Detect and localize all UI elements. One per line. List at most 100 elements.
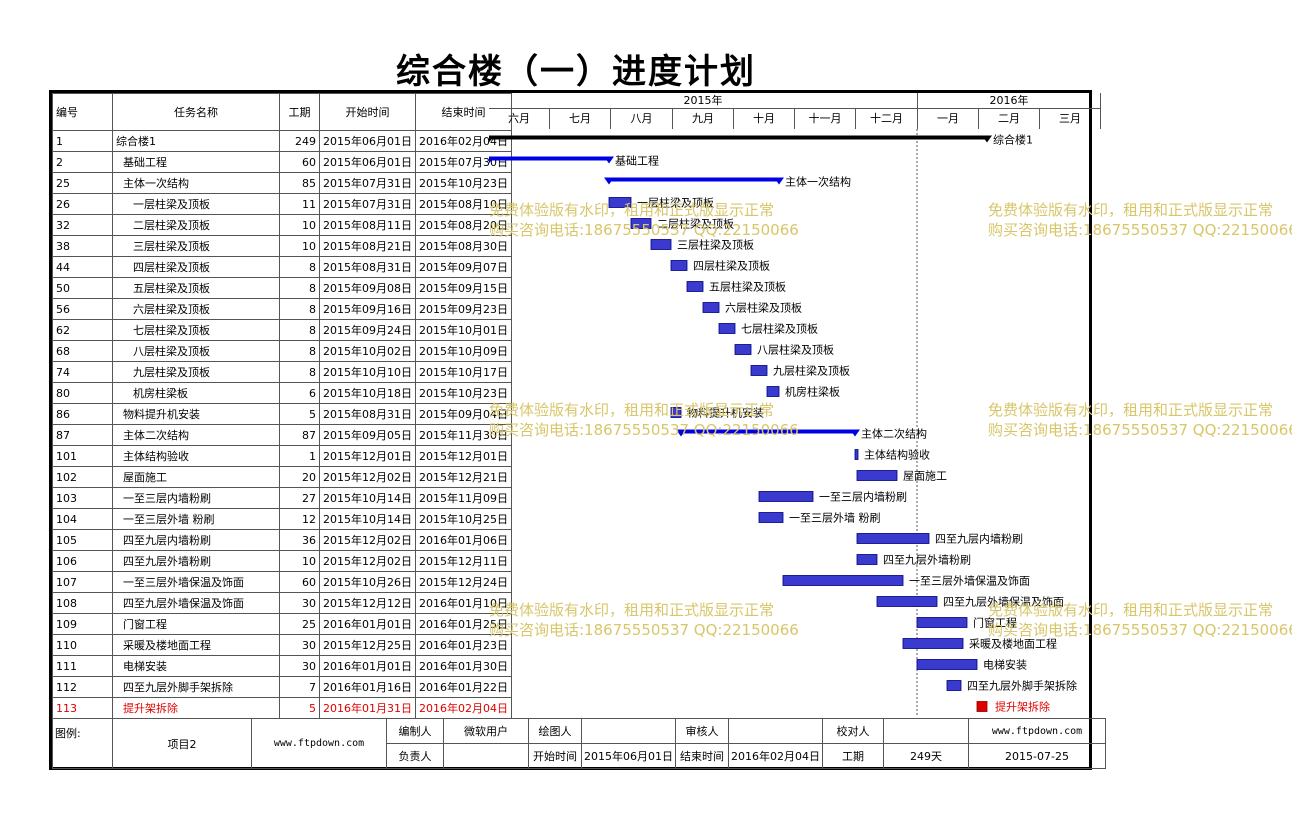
- task-table: 编号 任务名称 工期 开始时间 结束时间 1 综合楼1 249 2015年06月01日…: [52, 93, 512, 719]
- month-label: 六月: [489, 109, 550, 129]
- task-bar-label: 电梯安装: [983, 658, 1027, 672]
- task-duration: 36: [279, 529, 320, 551]
- task-bar-label: 七层柱梁及顶板: [741, 322, 818, 336]
- task-end: 2016年01月23日: [415, 634, 512, 656]
- task-start: 2015年06月01日: [319, 130, 416, 152]
- task-name: 机房柱梁板: [112, 382, 280, 404]
- task-bar: [686, 281, 704, 292]
- table-row: 102 屋面施工 20 2015年12月02日 2015年12月21日: [52, 466, 512, 488]
- task-start: 2015年12月02日: [319, 466, 416, 488]
- task-name: 一至三层外墙保温及饰面: [112, 571, 280, 593]
- task-id: 112: [52, 676, 113, 698]
- task-start: 2015年07月31日: [319, 193, 416, 215]
- task-start: 2015年12月12日: [319, 592, 416, 614]
- task-name: 综合楼1: [112, 130, 280, 152]
- summary-bar: [489, 135, 987, 140]
- task-duration: 20: [279, 466, 320, 488]
- task-duration: 12: [279, 508, 320, 530]
- task-bar: [916, 617, 968, 628]
- task-bar-label: 三层柱梁及顶板: [677, 238, 754, 252]
- editor-value: 微软用户: [443, 718, 529, 744]
- summary-start-cap: [489, 135, 494, 143]
- task-id: 106: [52, 550, 113, 572]
- task-start: 2016年01月01日: [319, 655, 416, 677]
- summary-start-cap: [489, 156, 494, 164]
- table-row: 56 六层柱梁及顶板 8 2015年09月16日 2015年09月23日: [52, 298, 512, 320]
- task-id: 26: [52, 193, 113, 215]
- task-id: 102: [52, 466, 113, 488]
- task-bar: [702, 302, 720, 313]
- task-id: 2: [52, 151, 113, 173]
- task-bar: [630, 218, 652, 229]
- task-bar: [916, 659, 978, 670]
- task-bar-label: 四层柱梁及顶板: [693, 259, 770, 273]
- task-end: 2015年08月20日: [415, 214, 512, 236]
- task-start: 2015年10月18日: [319, 382, 416, 404]
- task-name: 七层柱梁及顶板: [112, 319, 280, 341]
- task-duration: 8: [279, 298, 320, 320]
- manager-label: 负责人: [386, 743, 444, 769]
- task-start: 2015年12月01日: [319, 445, 416, 467]
- table-row: 109 门窗工程 25 2016年01月01日 2016年01月25日: [52, 613, 512, 635]
- task-bar-label: 主体结构验收: [864, 448, 930, 462]
- table-row: 62 七层柱梁及顶板 8 2015年09月24日 2015年10月01日: [52, 319, 512, 341]
- task-duration: 30: [279, 655, 320, 677]
- task-start: 2015年10月02日: [319, 340, 416, 362]
- website-text: www.ftpdown.com: [251, 718, 387, 769]
- task-duration: 60: [279, 151, 320, 173]
- duration-value: 249天: [883, 743, 969, 769]
- task-bar: [782, 575, 904, 586]
- table-row: 68 八层柱梁及顶板 8 2015年10月02日 2015年10月09日: [52, 340, 512, 362]
- summary-bar: [681, 429, 855, 434]
- task-start: 2015年08月11日: [319, 214, 416, 236]
- summary-end-cap: [982, 135, 992, 143]
- table-row: 107 一至三层外墙保温及饰面 60 2015年10月26日 2015年12月24日: [52, 571, 512, 593]
- duration-label: 工期: [822, 743, 884, 769]
- task-id: 1: [52, 130, 113, 152]
- task-duration: 6: [279, 382, 320, 404]
- task-end: 2016年02月04日: [415, 697, 512, 719]
- month-label: 十月: [734, 109, 795, 129]
- task-name: 六层柱梁及顶板: [112, 298, 280, 320]
- table-row: 86 物料提升机安装 5 2015年08月31日 2015年09月04日: [52, 403, 512, 425]
- task-duration: 87: [279, 424, 320, 446]
- month-label: 八月: [611, 109, 673, 129]
- task-bar-label: 四至九层外脚手架拆除: [967, 679, 1077, 693]
- task-bar-label: 屋面施工: [903, 470, 947, 483]
- task-name: 一至三层内墙粉刷: [112, 487, 280, 509]
- drafter-value: [581, 718, 676, 744]
- task-duration: 10: [279, 214, 320, 236]
- task-bar: [856, 533, 930, 544]
- task-bar-label: 四至九层外墙保温及饰面: [943, 595, 1064, 609]
- column-header-name: 任务名称: [112, 93, 280, 131]
- project-name: 项目2: [112, 718, 252, 769]
- task-bar: [902, 638, 964, 649]
- task-start: 2015年09月24日: [319, 319, 416, 341]
- task-id: 25: [52, 172, 113, 194]
- page-title: 综合楼（一）进度计划: [396, 52, 756, 92]
- task-start: 2015年12月25日: [319, 634, 416, 656]
- task-id: 108: [52, 592, 113, 614]
- task-bar-label: 一层柱梁及顶板: [637, 196, 714, 210]
- task-start: 2016年01月16日: [319, 676, 416, 698]
- task-start: 2015年10月14日: [319, 508, 416, 530]
- task-duration: 30: [279, 592, 320, 614]
- task-duration: 5: [279, 403, 320, 425]
- table-row: 38 三层柱梁及顶板 10 2015年08月21日 2015年08月30日: [52, 235, 512, 257]
- summary-end-cap: [850, 429, 860, 437]
- task-end: 2016年02月04日: [415, 130, 512, 152]
- task-id: 50: [52, 277, 113, 299]
- task-end: 2015年10月09日: [415, 340, 512, 362]
- task-start: 2015年06月01日: [319, 151, 416, 173]
- task-bar: [608, 197, 632, 208]
- summary-end-cap: [774, 177, 784, 185]
- table-row: 50 五层柱梁及顶板 8 2015年09月08日 2015年09月15日: [52, 277, 512, 299]
- task-bar-label: 主体一次结构: [785, 175, 851, 189]
- task-bar-label: 六层柱梁及顶板: [725, 301, 802, 315]
- task-start: 2015年09月05日: [319, 424, 416, 446]
- print-date: 2015-07-25: [968, 743, 1106, 769]
- drafter-label: 绘图人: [528, 718, 582, 744]
- task-duration: 7: [279, 676, 320, 698]
- task-id: 62: [52, 319, 113, 341]
- task-id: 44: [52, 256, 113, 278]
